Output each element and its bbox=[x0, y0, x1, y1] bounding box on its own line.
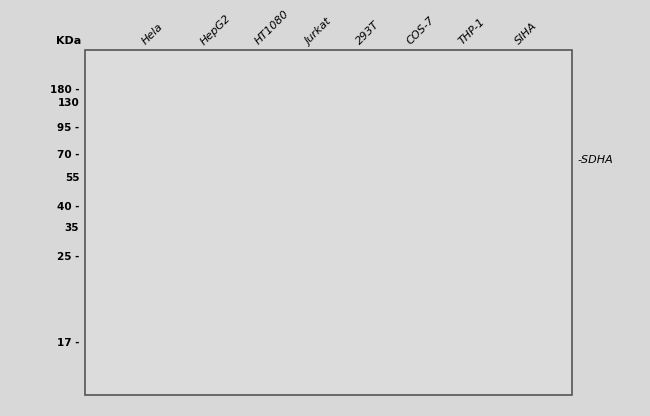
Text: 55: 55 bbox=[65, 173, 79, 183]
Text: 35: 35 bbox=[65, 223, 79, 233]
Text: 95 -: 95 - bbox=[57, 123, 79, 133]
Text: 40 -: 40 - bbox=[57, 202, 79, 212]
Text: THP-1: THP-1 bbox=[457, 17, 487, 47]
Text: 17 -: 17 - bbox=[57, 338, 79, 349]
Text: 70 -: 70 - bbox=[57, 150, 79, 160]
Text: -SDHA: -SDHA bbox=[577, 155, 613, 165]
Text: 130: 130 bbox=[58, 99, 79, 109]
Text: Jurkat: Jurkat bbox=[304, 17, 334, 47]
Text: COS-7: COS-7 bbox=[405, 15, 437, 47]
Text: HT1080: HT1080 bbox=[254, 9, 291, 47]
Text: KDa: KDa bbox=[56, 36, 81, 46]
Text: 293T: 293T bbox=[354, 20, 381, 47]
Text: 180 -: 180 - bbox=[49, 84, 79, 94]
Text: HepG2: HepG2 bbox=[198, 12, 232, 47]
Text: SIHA: SIHA bbox=[514, 21, 540, 47]
Text: Hela: Hela bbox=[140, 22, 164, 47]
Text: 25 -: 25 - bbox=[57, 252, 79, 262]
